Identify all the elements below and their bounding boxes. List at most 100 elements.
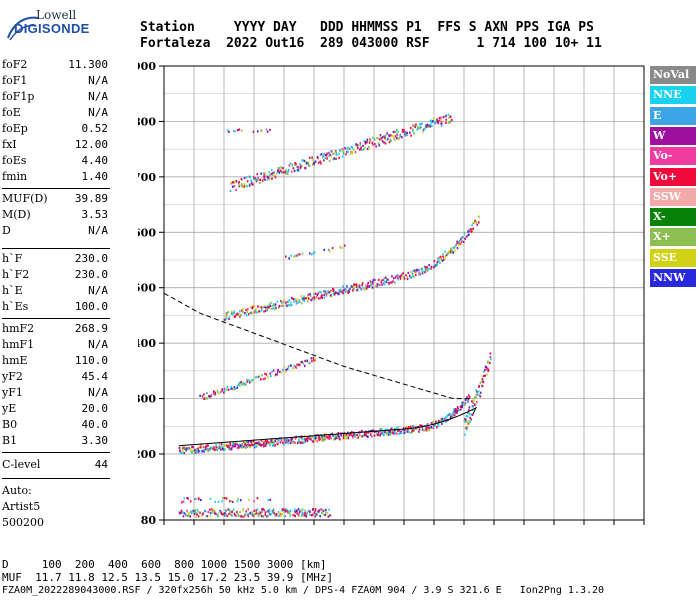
echo-point — [363, 434, 366, 437]
echo-point — [256, 508, 259, 511]
echo-point — [314, 515, 317, 518]
echo-point — [315, 297, 317, 300]
echo-point — [188, 512, 190, 515]
echo-point — [220, 448, 222, 451]
echo-point — [364, 142, 367, 145]
echo-point — [445, 420, 447, 423]
echo-point — [326, 512, 329, 515]
echo-point — [286, 367, 289, 371]
param-value: 230.0 — [74, 268, 108, 281]
echo-point — [323, 293, 326, 296]
echo-point — [439, 258, 442, 261]
echo-point — [461, 403, 464, 407]
echo-point — [246, 380, 249, 383]
param-key: h`F — [2, 252, 23, 265]
echo-point — [392, 280, 394, 283]
y-tick-label: 600 — [138, 226, 156, 239]
echo-point — [240, 382, 242, 385]
echo-point — [421, 428, 424, 431]
echo-point — [314, 160, 317, 163]
echo-point — [304, 509, 306, 512]
echo-point — [256, 173, 259, 176]
echo-point — [325, 154, 328, 157]
echo-point — [326, 436, 328, 439]
echo-point — [303, 297, 305, 300]
echo-point — [225, 388, 228, 391]
echo-point — [311, 298, 313, 301]
echo-point — [269, 304, 272, 308]
echo-point — [220, 512, 223, 516]
echo-point — [274, 373, 277, 376]
echo-point — [212, 445, 215, 449]
echo-point — [236, 446, 239, 449]
echo-point — [267, 441, 269, 444]
echo-point — [489, 352, 492, 355]
echo-point — [398, 137, 401, 140]
y-tick-label: 200 — [138, 448, 156, 461]
echo-point — [312, 293, 315, 296]
echo-point — [272, 444, 274, 447]
echo-point — [188, 447, 190, 450]
param-key: foF2 — [2, 58, 28, 71]
echo-point — [189, 515, 191, 518]
echo-point — [309, 295, 312, 298]
echo-point — [471, 230, 473, 233]
echo-point — [193, 448, 196, 452]
echo-point — [291, 297, 294, 300]
echo-point — [275, 172, 278, 175]
echo-point — [337, 293, 340, 296]
echo-point — [271, 439, 274, 442]
echo-point — [274, 444, 277, 447]
echo-point — [338, 435, 340, 439]
echo-point — [412, 123, 414, 126]
echo-point — [253, 443, 256, 446]
echo-point — [266, 304, 269, 307]
echo-point — [243, 444, 246, 448]
echo-point — [364, 432, 367, 435]
echo-point — [292, 298, 295, 301]
echo-point — [378, 283, 381, 286]
echo-point — [372, 143, 374, 146]
echo-point — [258, 310, 260, 313]
echo-point — [422, 128, 425, 132]
echo-point — [258, 441, 260, 444]
echo-point — [434, 424, 436, 427]
echo-point — [418, 127, 421, 130]
echo-point — [228, 512, 230, 516]
echo-point — [369, 139, 372, 142]
echo-point — [459, 408, 462, 411]
echo-point — [282, 167, 284, 170]
echo-point — [307, 299, 309, 303]
echo-point — [314, 508, 317, 511]
echo-point — [401, 128, 404, 131]
echo-point — [230, 181, 233, 184]
echo-point — [356, 144, 359, 147]
echo-point — [224, 448, 226, 451]
echo-point — [426, 123, 429, 126]
echo-point — [280, 371, 283, 374]
echo-point — [488, 361, 491, 365]
echo-point — [226, 311, 229, 315]
echo-point — [302, 512, 304, 515]
echo-point — [281, 171, 283, 174]
echo-point — [231, 185, 234, 188]
echo-point — [413, 132, 415, 135]
echo-point — [477, 390, 480, 393]
echo-point — [382, 136, 384, 139]
echo-point — [245, 383, 247, 386]
echo-point — [297, 512, 300, 516]
echo-point — [294, 254, 296, 257]
echo-point — [283, 299, 285, 302]
echo-point — [181, 452, 184, 455]
echo-point — [260, 514, 263, 518]
echo-point — [316, 436, 319, 440]
echo-point — [323, 513, 326, 516]
echo-point — [371, 281, 374, 284]
echo-point — [190, 510, 192, 513]
echo-point — [293, 169, 296, 172]
echo-point — [194, 511, 197, 515]
echo-point — [253, 500, 255, 503]
param-row: foF2 11.300 — [2, 58, 108, 74]
echo-point — [383, 135, 386, 138]
echo-point — [397, 277, 399, 280]
